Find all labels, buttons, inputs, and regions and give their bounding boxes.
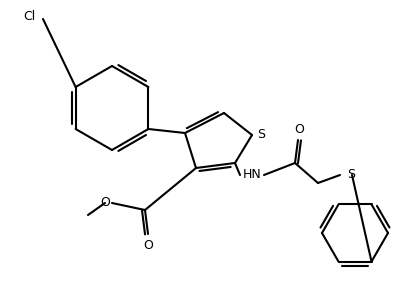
Text: O: O [294,123,304,136]
Text: S: S [257,127,265,140]
Text: Cl: Cl [23,11,35,24]
Text: HN: HN [243,169,261,182]
Text: O: O [143,239,153,252]
Text: S: S [347,169,355,182]
Text: O: O [100,195,110,208]
